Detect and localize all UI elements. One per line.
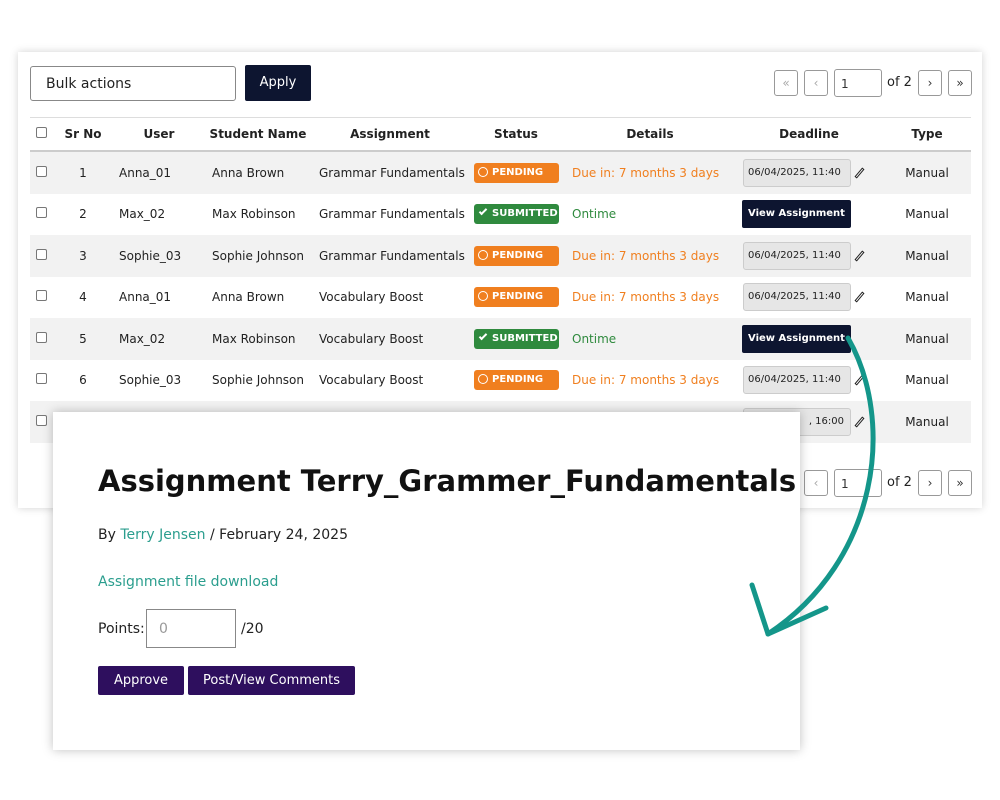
points-label: Points: — [98, 621, 145, 637]
row-checkbox[interactable] — [36, 331, 47, 343]
status-icon — [478, 374, 488, 385]
type: Manual — [905, 373, 949, 388]
status-icon — [478, 166, 488, 177]
row-checkbox[interactable] — [36, 290, 47, 302]
assignment-popup: Assignment Terry_Grammer_Fundamentals By… — [53, 412, 800, 750]
type: Manual — [905, 165, 949, 180]
assignment: Grammar Fundamentals — [319, 248, 465, 263]
column-header: Sr No — [64, 127, 102, 141]
status-badge: PENDING — [474, 370, 559, 391]
user: Max_02 — [119, 207, 166, 222]
type: Manual — [905, 331, 949, 346]
student-name: Sophie Johnson — [212, 373, 305, 388]
row-checkbox[interactable] — [36, 248, 47, 260]
assignment: Grammar Fundamentals — [319, 207, 465, 222]
page-count: of 2 — [887, 75, 912, 90]
column-header: Details — [626, 127, 674, 141]
page-input[interactable]: 1 — [834, 469, 882, 497]
status-icon — [478, 249, 488, 260]
sr-no: 4 — [79, 290, 87, 305]
column-header: Deadline — [779, 127, 839, 141]
sr-no: 1 — [79, 165, 87, 180]
type: Manual — [905, 290, 949, 305]
student-name: Anna Brown — [212, 290, 285, 305]
popup-title: Assignment Terry_Grammer_Fundamentals — [98, 464, 797, 498]
user: Sophie_03 — [119, 248, 182, 263]
status-badge: PENDING — [474, 287, 559, 308]
view-assignment-button[interactable]: View Assignment — [742, 324, 851, 353]
details: Due in: 7 months 3 days — [572, 165, 720, 180]
row-checkbox[interactable] — [36, 373, 47, 385]
sr-no: 3 — [79, 248, 87, 263]
view-assignment-button[interactable]: View Assignment — [742, 200, 851, 229]
details: Ontime — [572, 331, 617, 346]
bulk-select[interactable]: Bulk actions — [30, 66, 236, 101]
column-header: Assignment — [350, 127, 430, 141]
page-count: of 2 — [887, 475, 912, 490]
details: Due in: 7 months 3 days — [572, 290, 720, 305]
download-link[interactable]: Assignment file download — [98, 574, 279, 590]
last-page[interactable]: » — [948, 470, 972, 496]
post-date: / February 24, 2025 — [209, 527, 348, 543]
comments-button[interactable]: Post/View Comments — [188, 666, 355, 695]
first-page[interactable]: « — [774, 70, 798, 96]
status-badge: SUBMITTED — [474, 204, 559, 225]
student-name: Anna Brown — [212, 165, 285, 180]
apply-button[interactable]: Apply — [245, 65, 311, 101]
points-max: /20 — [241, 621, 264, 637]
status-badge: SUBMITTED — [474, 328, 559, 349]
deadline-input[interactable]: 06/04/2025, 11:40 — [743, 158, 851, 187]
row-checkbox[interactable] — [36, 165, 47, 177]
user: Anna_01 — [119, 290, 172, 305]
status-badge: PENDING — [474, 245, 559, 266]
details: Ontime — [572, 207, 617, 222]
column-header: Student Name — [209, 127, 307, 141]
assignment: Vocabulary Boost — [319, 373, 424, 388]
by-label: By — [98, 527, 116, 543]
type: Manual — [905, 248, 949, 263]
student-name: Sophie Johnson — [212, 248, 305, 263]
row-checkbox[interactable] — [36, 207, 47, 219]
status-badge: PENDING — [474, 162, 559, 183]
header-checkbox[interactable] — [36, 127, 47, 138]
assignment: Vocabulary Boost — [319, 290, 424, 305]
status-icon — [478, 291, 488, 302]
column-header: User — [143, 127, 175, 141]
sr-no: 6 — [79, 373, 87, 388]
next-page[interactable]: › — [918, 70, 942, 96]
approve-button[interactable]: Approve — [98, 666, 184, 695]
student-name: Max Robinson — [212, 207, 296, 222]
deadline-input[interactable]: 06/04/2025, 11:40 — [743, 241, 851, 270]
next-page[interactable]: › — [918, 470, 942, 496]
column-header: Status — [494, 127, 538, 141]
prev-page[interactable]: ‹ — [804, 70, 828, 96]
page-input[interactable]: 1 — [834, 69, 882, 97]
header-row — [30, 117, 971, 152]
deadline-input[interactable]: 06/04/2025, 11:40 — [743, 366, 851, 395]
details: Due in: 7 months 3 days — [572, 248, 720, 263]
prev-page[interactable]: ‹ — [804, 470, 828, 496]
assignment: Grammar Fundamentals — [319, 165, 465, 180]
column-header: Type — [911, 127, 943, 141]
row-checkbox[interactable] — [36, 414, 47, 426]
sr-no: 5 — [79, 331, 87, 346]
assignment: Vocabulary Boost — [319, 331, 424, 346]
type: Manual — [905, 207, 949, 222]
author-link[interactable]: Terry Jensen — [120, 527, 206, 543]
user: Sophie_03 — [119, 373, 182, 388]
points-input[interactable]: 0 — [146, 609, 236, 648]
sr-no: 2 — [79, 207, 87, 222]
student-name: Max Robinson — [212, 331, 296, 346]
type: Manual — [905, 414, 949, 429]
byline: By Terry Jensen / February 24, 2025 — [98, 527, 348, 543]
user: Max_02 — [119, 331, 166, 346]
details: Due in: 7 months 3 days — [572, 373, 720, 388]
last-page[interactable]: » — [948, 70, 972, 96]
deadline-input[interactable]: 06/04/2025, 11:40 — [743, 283, 851, 312]
user: Anna_01 — [119, 165, 172, 180]
